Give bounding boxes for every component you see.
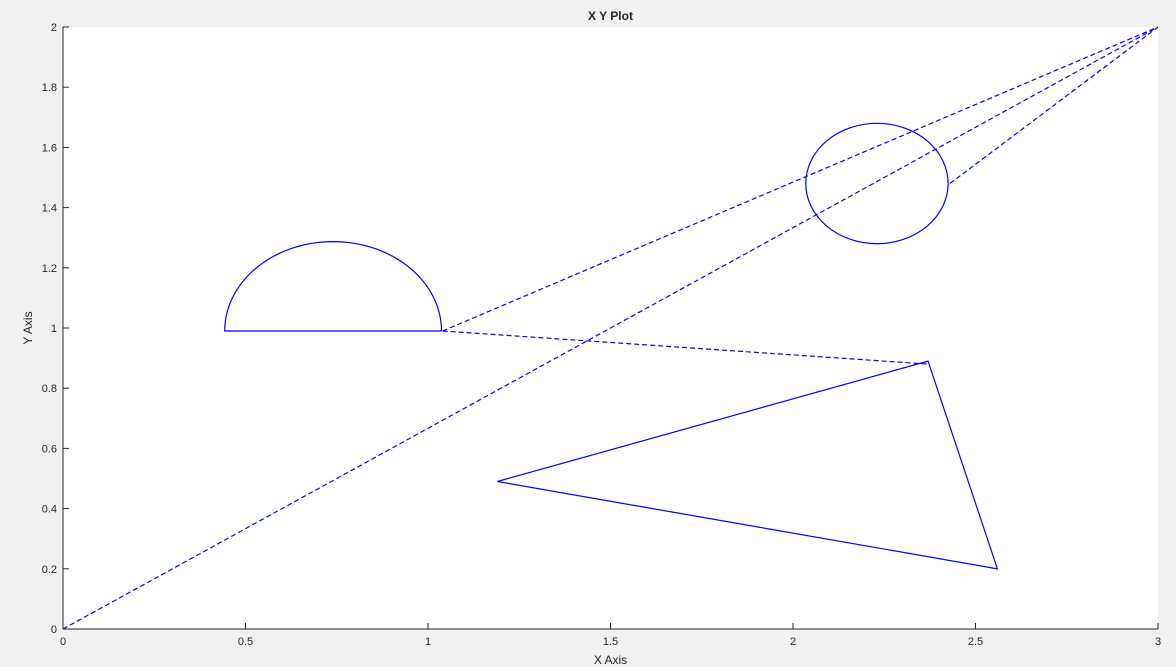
x-tick-label-2: 1 — [425, 636, 431, 648]
x-tick-label-0: 0 — [60, 636, 66, 648]
y-tick-label-9: 1.8 — [42, 82, 57, 94]
chart-title: X Y Plot — [588, 9, 633, 23]
y-tick-label-5: 1 — [51, 323, 57, 335]
x-tick-label-1: 0.5 — [238, 636, 253, 648]
y-tick-label-4: 0.8 — [42, 383, 57, 395]
x-tick-label-5: 2.5 — [968, 636, 983, 648]
y-tick-label-10: 2 — [51, 22, 57, 34]
dashed-line-5 — [949, 26, 1159, 184]
dashed-line-4 — [442, 26, 1159, 332]
y-tick-label-6: 1.2 — [42, 263, 57, 275]
y-axis-label: Y Axis — [21, 311, 35, 344]
y-tick-label-7: 1.4 — [42, 203, 57, 215]
dashed-line-3 — [62, 26, 1159, 630]
y-tick-label-1: 0.2 — [42, 564, 57, 576]
y-tick-label-2: 0.4 — [42, 504, 57, 516]
y-tick-label-3: 0.6 — [42, 443, 57, 455]
x-tick-label-3: 1.5 — [603, 636, 618, 648]
triangle-line-2 — [497, 360, 999, 570]
x-tick-label-4: 2 — [790, 636, 796, 648]
semicircle-line-0 — [224, 241, 443, 332]
plot-lines — [62, 26, 1159, 630]
x-tick-label-6: 3 — [1155, 636, 1161, 648]
dashed-line-6 — [442, 330, 929, 365]
y-tick-label-8: 1.6 — [42, 142, 57, 154]
x-axis-label: X Axis — [594, 653, 627, 667]
y-tick-label-0: 0 — [51, 624, 57, 636]
circle-line-1 — [805, 122, 949, 245]
tick-marks — [62, 26, 1159, 630]
